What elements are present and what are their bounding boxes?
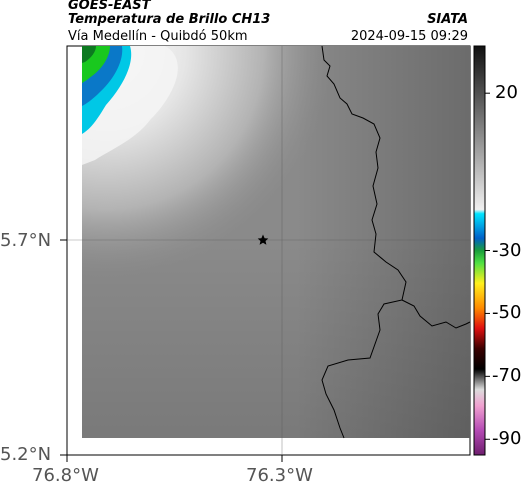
colorbar-ticks (485, 92, 490, 440)
boundary-line (321, 45, 407, 439)
colorbar-tick-label: 20 (495, 82, 518, 104)
colorbar-tick-label: -50 (492, 302, 522, 324)
star-icon (257, 234, 269, 245)
lat-tick-label: 5.2°N (0, 444, 52, 465)
satellite-name: GOES-EAST (68, 0, 151, 13)
lon-tick-label: 76.3°W (246, 465, 313, 486)
colorbar-tick-label: -70 (492, 365, 522, 387)
colorbar-tick-label: -30 (492, 239, 522, 261)
lat-tick-label: 5.7°N (0, 230, 52, 251)
product-title: Temperatura de Brillo CH13 (68, 12, 271, 27)
datetime-label: 2024-09-15 09:29 (350, 29, 468, 44)
org-label: SIATA (427, 12, 468, 27)
colorbar-tick-label: -90 (492, 428, 522, 450)
lon-tick-label: 76.8°W (32, 465, 99, 486)
colorbar (473, 45, 486, 456)
region-label: Vía Medellín - Quibdó 50km (68, 29, 248, 44)
